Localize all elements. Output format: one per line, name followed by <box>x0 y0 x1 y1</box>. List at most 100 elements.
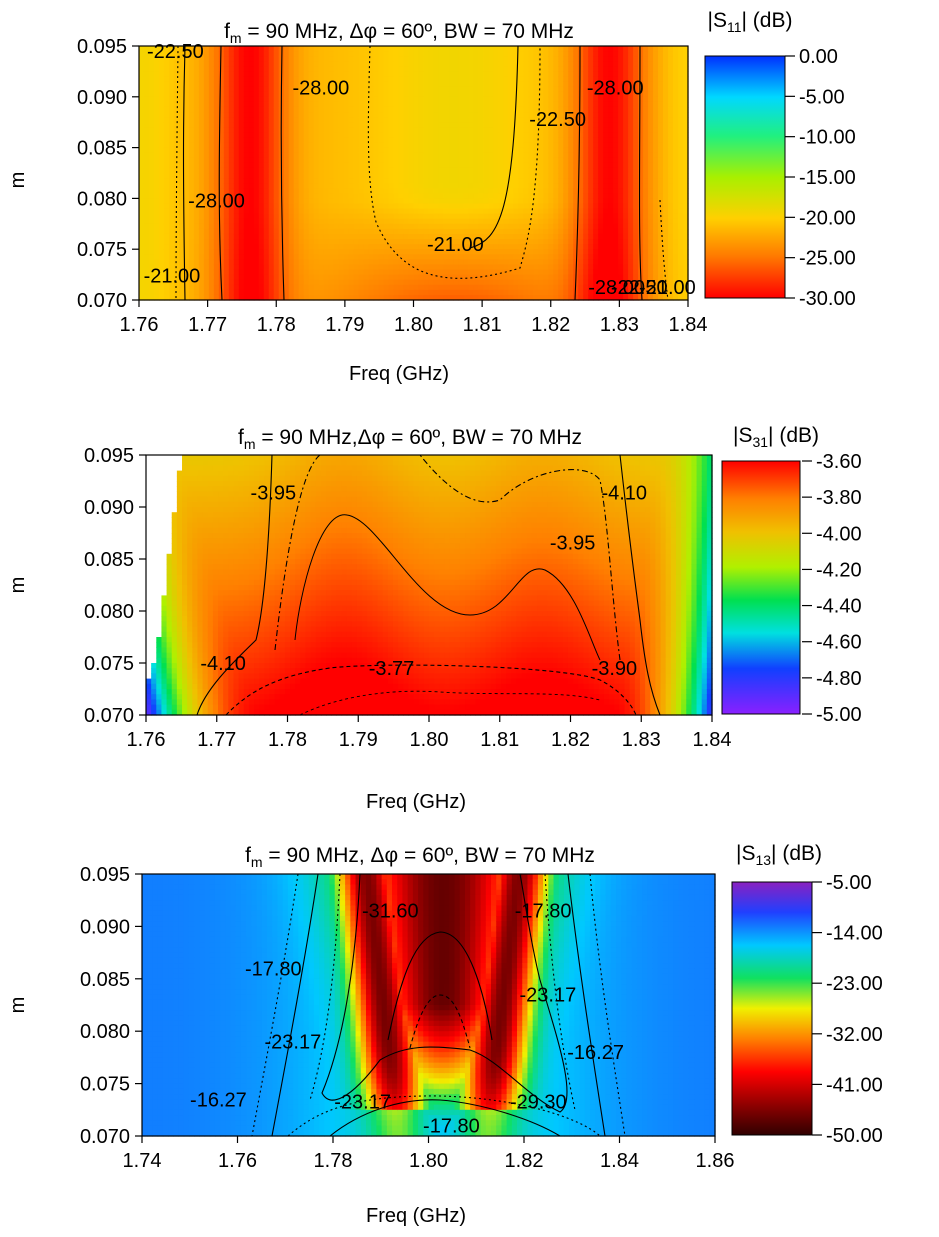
heatmap-cell <box>443 279 450 286</box>
heatmap-cell <box>483 254 489 260</box>
heatmap-cell <box>323 106 330 113</box>
heatmap-cell <box>283 244 290 250</box>
heatmap-cell <box>183 223 190 230</box>
heatmap-cell <box>558 193 564 199</box>
heatmap-cell <box>238 96 245 103</box>
heatmap-cell <box>398 173 405 179</box>
heatmap-cell <box>598 137 604 144</box>
heatmap-cell <box>238 294 245 301</box>
heatmap-cell <box>198 61 205 67</box>
heatmap-cell <box>238 86 245 93</box>
heatmap-cell <box>588 142 594 149</box>
heatmap-cell <box>513 218 519 225</box>
heatmap-cell <box>143 137 150 144</box>
heatmap-cell <box>283 249 290 255</box>
heatmap-cell <box>508 167 514 174</box>
heatmap-cell <box>553 46 559 52</box>
heatmap-cell <box>233 239 240 245</box>
heatmap-cell <box>493 66 499 72</box>
heatmap-cell <box>158 294 165 301</box>
heatmap-cell <box>378 137 385 144</box>
heatmap-cell <box>253 71 260 78</box>
heatmap-cell <box>613 66 619 72</box>
heatmap-cell <box>463 274 469 281</box>
heatmap-cell <box>518 264 524 271</box>
heatmap-cell <box>618 269 624 276</box>
heatmap-cell <box>208 137 215 144</box>
heatmap-cell <box>338 279 345 286</box>
heatmap-cell <box>358 259 365 266</box>
heatmap-cell <box>258 61 265 67</box>
heatmap-cell <box>498 152 504 159</box>
heatmap-cell <box>613 56 619 62</box>
heatmap-cell <box>363 91 370 98</box>
heatmap-cell <box>188 106 195 113</box>
heatmap-cell <box>213 157 220 164</box>
heatmap-cell <box>573 208 579 215</box>
heatmap-cell <box>473 152 479 159</box>
heatmap-cell <box>598 173 604 179</box>
heatmap-cell <box>213 91 220 98</box>
heatmap-cell <box>433 127 440 133</box>
heatmap-cell <box>418 112 425 118</box>
heatmap-cell <box>178 46 185 52</box>
heatmap-cell <box>438 117 445 123</box>
heatmap-cell <box>163 294 170 301</box>
heatmap-cell <box>283 162 290 169</box>
heatmap-cell <box>608 228 614 235</box>
heatmap-cell <box>258 96 265 103</box>
heatmap-cell <box>318 284 325 291</box>
heatmap-cell <box>513 279 519 286</box>
heatmap-cell <box>303 76 310 83</box>
heatmap-cell <box>368 167 375 174</box>
heatmap-cell <box>543 279 549 286</box>
heatmap-cell <box>298 142 305 149</box>
heatmap-cell <box>368 178 375 184</box>
heatmap-cell <box>373 91 380 98</box>
heatmap-cell <box>458 137 465 144</box>
heatmap-cell <box>308 81 315 88</box>
heatmap-cell <box>423 112 430 118</box>
heatmap-cell <box>248 264 255 271</box>
heatmap-cell <box>303 152 310 159</box>
heatmap-cell <box>603 198 609 205</box>
heatmap-cell <box>313 279 320 286</box>
heatmap-cell <box>163 284 170 291</box>
heatmap-cell <box>313 193 320 199</box>
heatmap-cell <box>623 223 629 230</box>
heatmap-cell <box>403 142 410 149</box>
heatmap-cell <box>268 51 275 57</box>
heatmap-cell <box>163 259 170 266</box>
heatmap-cell <box>343 274 350 281</box>
heatmap-cell <box>498 56 504 62</box>
heatmap-cell <box>188 249 195 255</box>
heatmap-cell <box>598 188 604 194</box>
heatmap-cell <box>143 122 150 128</box>
heatmap-cell <box>368 76 375 83</box>
heatmap-cell <box>548 96 554 103</box>
heatmap-cell <box>238 218 245 225</box>
heatmap-cell <box>518 284 524 291</box>
heatmap-cell <box>428 142 435 149</box>
heatmap-cell <box>143 96 150 103</box>
heatmap-cell <box>203 142 210 149</box>
heatmap-cell <box>363 259 370 266</box>
heatmap-cell <box>603 183 609 189</box>
heatmap-cell <box>243 132 250 139</box>
heatmap-cell <box>383 244 390 250</box>
heatmap-cell <box>288 228 295 235</box>
heatmap-cell <box>293 147 300 154</box>
heatmap-cell <box>248 188 255 194</box>
heatmap-cell <box>418 208 425 215</box>
heatmap-cell <box>468 162 474 169</box>
heatmap-cell <box>198 71 205 78</box>
heatmap-cell <box>398 259 405 266</box>
heatmap-cell <box>473 51 479 57</box>
heatmap-cell <box>178 71 185 78</box>
heatmap-cell <box>338 96 345 103</box>
heatmap-cell <box>613 213 619 220</box>
heatmap-cell <box>573 178 579 184</box>
heatmap-cell <box>588 157 594 164</box>
heatmap-cell <box>413 249 420 255</box>
heatmap-cell <box>268 101 275 108</box>
